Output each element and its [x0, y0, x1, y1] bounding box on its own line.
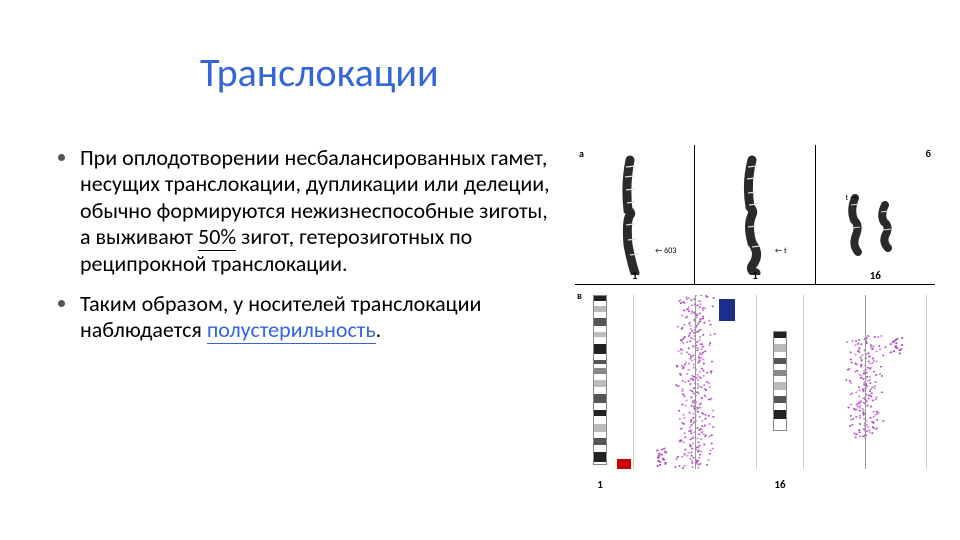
cgh-row: в p36p34p31p22p13q12q21q24q31q41q44 1: [575, 291, 935, 491]
chromo-panel-b1: ← t 1: [695, 145, 815, 284]
panel-letter-b: б: [926, 147, 931, 160]
cgh-track-1: [625, 291, 765, 491]
bullet-2-keyword: полустерильность: [207, 316, 376, 344]
chromo-panel-b16: б t → 16: [816, 145, 935, 284]
ideogram-1: [593, 295, 607, 465]
arrow-label-t16: t →: [846, 193, 858, 203]
bullet-dot-icon: [58, 154, 65, 161]
ideogram-16: [773, 331, 787, 431]
arrow-label-603: ← 603: [655, 246, 676, 256]
slide-title: Транслокации: [200, 48, 439, 97]
panel-letter-a: а: [579, 147, 584, 160]
chromo-label-1b: 1: [752, 269, 758, 282]
ideogram-1-col: p36p34p31p22p13q12q21q24q31q41q44 1: [575, 291, 625, 491]
bullet-1: При оплодотворении несбалансированных га…: [58, 145, 558, 277]
arrow-label-t1: ← t: [775, 246, 787, 256]
chromo-label-1a: 1: [632, 269, 638, 282]
karyotype-row: а ← 603 1 ← t: [575, 145, 935, 285]
bullet-2-post: .: [376, 316, 382, 343]
ideogram-1-label: 1: [597, 478, 603, 491]
chromosome-figure: а ← 603 1 ← t: [575, 145, 935, 495]
bullet-2: Таким образом, у носителей транслокации …: [58, 291, 558, 344]
bullet-1-highlight: 50%: [198, 223, 236, 251]
chromosome-1-der: [730, 155, 780, 275]
chromosome-1-normal: [610, 155, 660, 275]
bullet-dot-icon: [58, 300, 65, 307]
content-area: При оплодотворении несбалансированных га…: [58, 145, 558, 358]
chromo-label-16: 16: [870, 269, 881, 282]
ideogram-16-col: 16: [765, 291, 795, 491]
ideogram-16-label: 16: [774, 478, 785, 491]
cgh-track-16: [795, 291, 935, 491]
chromo-panel-a: а ← 603 1: [575, 145, 695, 284]
